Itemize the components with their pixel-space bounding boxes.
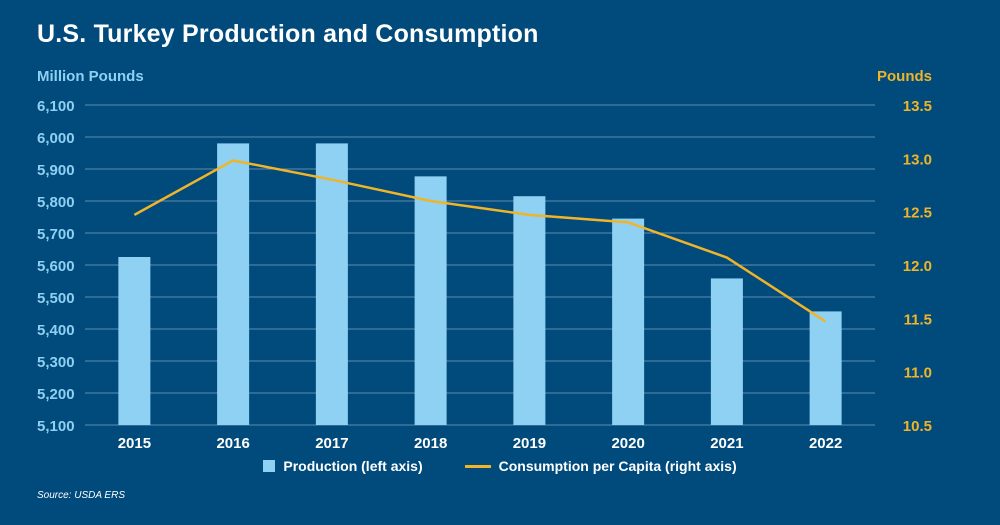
bar-production-2021 <box>710 278 743 425</box>
left-tick-label: 5,600 <box>37 258 75 275</box>
x-tick-label: 2015 <box>118 435 151 452</box>
x-tick-label: 2017 <box>315 435 348 452</box>
right-tick-label: 13.0 <box>903 151 932 168</box>
bar-production-2020 <box>612 218 645 425</box>
left-tick-label: 5,200 <box>37 386 75 403</box>
left-tick-label: 5,300 <box>37 354 75 371</box>
right-tick-label: 13.5 <box>903 98 932 115</box>
x-tick-label: 2016 <box>216 435 249 452</box>
left-tick-label: 5,500 <box>37 290 75 307</box>
left-axis-label: Million Pounds <box>37 68 144 85</box>
bar-production-2022 <box>809 311 842 425</box>
bar-production-2015 <box>118 257 151 425</box>
x-tick-label: 2019 <box>513 435 546 452</box>
bar-production-2018 <box>414 176 447 425</box>
left-tick-label: 5,700 <box>37 226 75 243</box>
legend-label-production: Production (left axis) <box>283 458 423 474</box>
bar-production-2019 <box>513 196 546 425</box>
legend-bar-swatch <box>263 460 276 472</box>
legend-item-production: Production (left axis) <box>263 458 423 474</box>
left-tick-label: 5,900 <box>37 162 75 179</box>
consumption-line <box>133 159 827 323</box>
right-axis-label: Pounds <box>877 68 932 85</box>
legend-label-consumption: Consumption per Capita (right axis) <box>498 458 737 474</box>
right-tick-label: 11.5 <box>904 311 932 328</box>
x-tick-label: 2021 <box>710 435 743 452</box>
bar-production-2017 <box>315 143 348 425</box>
right-tick-label: 12.5 <box>903 205 932 222</box>
legend-line-swatch <box>464 464 491 468</box>
right-tick-label: 11.0 <box>904 365 932 382</box>
legend: Production (left axis) Consumption per C… <box>0 458 1000 474</box>
chart-title: U.S. Turkey Production and Consumption <box>37 20 539 48</box>
left-tick-label: 5,100 <box>37 418 75 435</box>
x-tick-label: 2022 <box>809 435 842 452</box>
x-tick-label: 2020 <box>611 435 644 452</box>
left-tick-label: 6,100 <box>37 98 75 115</box>
left-tick-label: 5,800 <box>37 194 75 211</box>
source-note: Source: USDA ERS <box>37 490 125 501</box>
bar-production-2016 <box>217 143 250 425</box>
right-tick-label: 10.5 <box>903 418 932 435</box>
x-tick-label: 2018 <box>414 435 447 452</box>
right-tick-label: 12.0 <box>903 258 932 275</box>
left-tick-label: 6,000 <box>37 130 75 147</box>
legend-item-consumption: Consumption per Capita (right axis) <box>464 458 737 474</box>
left-tick-label: 5,400 <box>37 322 75 339</box>
